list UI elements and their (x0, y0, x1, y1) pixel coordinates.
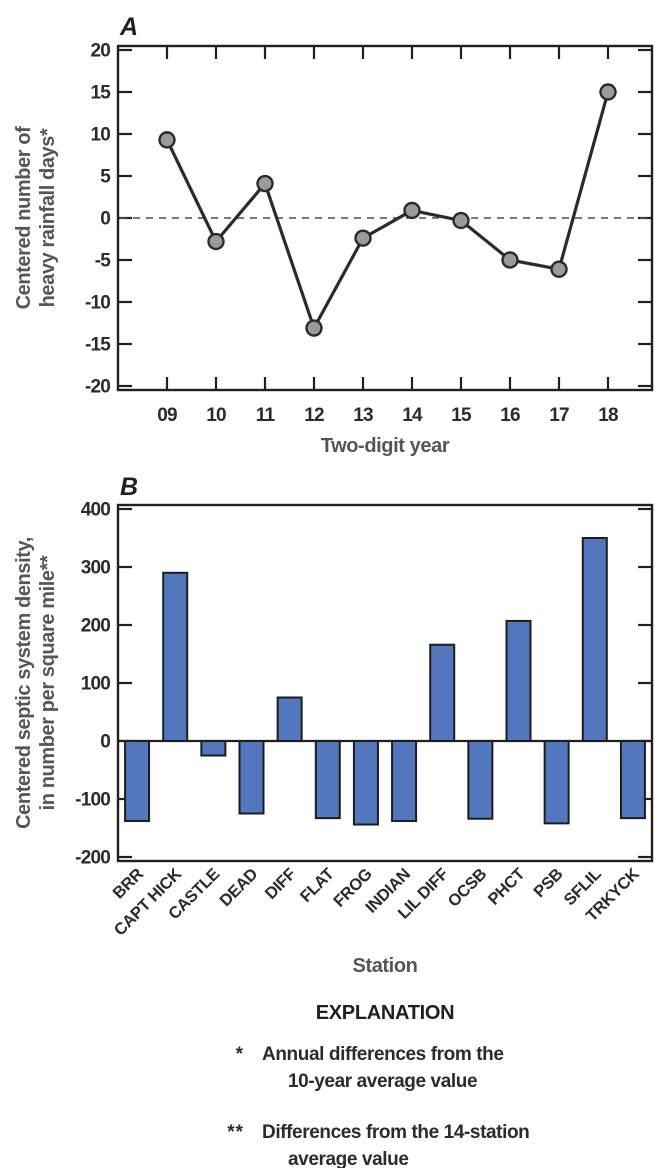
footnote-text: Annual differences from the 10-year avera… (262, 1041, 504, 1095)
y-tick-label: 0 (100, 209, 110, 230)
y-tick-label: 0 (100, 732, 110, 753)
bar-frog (352, 740, 379, 826)
data-point-09 (158, 131, 176, 149)
y-tick-label: -15 (85, 335, 111, 356)
y-tick-label: -100 (75, 790, 110, 811)
y-tick-label: 15 (90, 83, 111, 104)
station-label: PHCT (485, 865, 529, 909)
x-tick-label: 18 (598, 405, 618, 426)
bar-diff (276, 696, 303, 742)
x-tick-label: 15 (451, 405, 472, 426)
data-point-13 (354, 229, 372, 247)
x-tick-label: 16 (500, 405, 520, 426)
plot-frame (116, 503, 654, 863)
x-tick-label: 17 (549, 405, 569, 426)
data-point-12 (305, 319, 323, 337)
bar-dead (238, 740, 265, 815)
panel-label: A (119, 13, 138, 41)
footnote-symbol: ** (227, 1122, 244, 1143)
x-tick-label: 10 (206, 405, 226, 426)
y-tick-label: 300 (81, 558, 111, 579)
y-tick-label: -20 (85, 377, 110, 398)
y-tick-label: 10 (90, 125, 110, 146)
footnote-text: Differences from the 14-station average v… (262, 1119, 530, 1168)
plot-frame (116, 44, 654, 392)
bar-lil-diff (429, 643, 456, 742)
y-axis-title-line: Centered number of (13, 126, 35, 310)
y-tick-label: -200 (75, 848, 110, 869)
y-tick-label: -5 (95, 251, 112, 272)
y-axis-title-line: heavy rainfall days* (37, 128, 59, 307)
explanation-item-1: * Annual differences from the 10-year aver… (196, 1041, 662, 1095)
data-point-11 (256, 174, 274, 193)
footnote-line: Annual differences from the (262, 1044, 504, 1065)
explanation-items: * Annual differences from the 10-year aver… (0, 1041, 662, 1168)
rainfall-anomaly-line-chart: A 20 15 10 5 0 -5 -10 -15 -20 09 10 11 12 13 14 15 16 17 18… (13, 13, 654, 457)
footnote-line: 10-year average value (288, 1071, 478, 1092)
data-point-16 (501, 251, 519, 269)
data-point-17 (550, 260, 568, 278)
footnote-line: Differences from the 14-station (262, 1122, 530, 1143)
bar-flat (314, 740, 341, 820)
x-tick-label: 09 (157, 405, 177, 426)
x-tick-label: 11 (256, 405, 276, 426)
x-tick-label: 12 (304, 405, 324, 426)
station-label: OCSB (445, 865, 491, 911)
x-tick-label: 14 (402, 405, 423, 426)
panel-label: B (120, 473, 138, 501)
bar-psb (543, 740, 570, 825)
x-tick-label: 13 (353, 405, 373, 426)
bar-trkyck (619, 740, 646, 820)
explanation-title: EXPLANATION (315, 1002, 455, 1024)
explanation-block: EXPLANATION * Annual differences from the… (0, 1002, 662, 1168)
y-axis-title-line: in number per square mile** (37, 555, 59, 810)
data-point-14 (403, 201, 421, 220)
explanation-item-2: ** Differences from the 14-station average… (196, 1119, 662, 1168)
bar-phct (505, 619, 532, 742)
station-label: DIFF (262, 865, 300, 903)
data-point-15 (452, 211, 470, 230)
data-point-10 (207, 232, 225, 251)
y-tick-label: 5 (100, 167, 111, 188)
y-tick-label: 400 (81, 500, 111, 521)
y-tick-label: 100 (81, 674, 111, 695)
bar-castle (200, 740, 227, 757)
footnote-line: average value (288, 1149, 409, 1168)
bar-sflil (581, 537, 608, 742)
data-point-18 (599, 83, 617, 101)
bar-indian (391, 740, 418, 823)
bar-brr (124, 740, 151, 823)
data-line (165, 90, 610, 330)
footnote-symbol: * (235, 1044, 244, 1065)
y-axis-title-line: Centered septic system density, (13, 537, 35, 829)
y-tick-label: 20 (90, 41, 110, 62)
x-axis-title: Two-digit year (321, 435, 450, 457)
y-tick-label: 200 (81, 616, 111, 637)
y-tick-label: -10 (85, 293, 110, 314)
bar-ocsb (467, 740, 494, 820)
x-axis-title: Station (353, 955, 418, 977)
bar-capt-hick (162, 571, 189, 742)
station-label: DEAD (216, 865, 261, 910)
